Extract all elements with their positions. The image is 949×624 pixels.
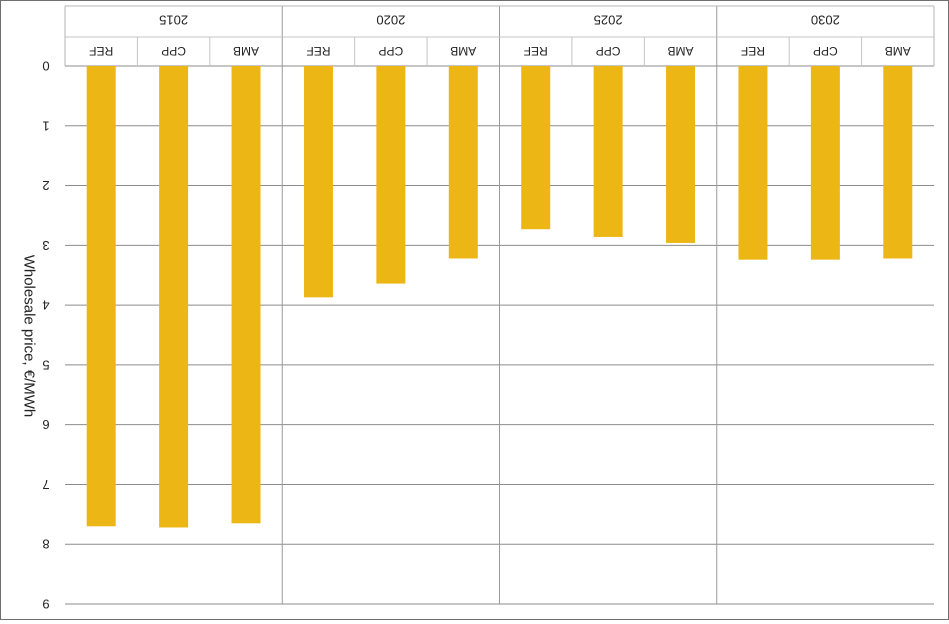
y-tick-label: 2: [42, 178, 49, 193]
bar: [303, 66, 333, 298]
group-label: 2020: [376, 13, 405, 28]
bar: [666, 66, 696, 243]
category-label: REF: [524, 44, 548, 58]
bars: [86, 66, 913, 528]
bar: [86, 66, 116, 527]
y-tick-label: 1: [42, 118, 49, 133]
category-label: AMB: [668, 44, 694, 58]
category-label: REF: [741, 44, 765, 58]
category-label: CPP: [379, 44, 404, 58]
category-label: CPP: [161, 44, 186, 58]
y-axis-title: Wholesale price, €/MWh: [21, 255, 38, 418]
y-tick-label: 3: [42, 238, 49, 253]
category-label: CPP: [596, 44, 621, 58]
group-label: 2015: [159, 13, 188, 28]
y-tick-label: 9: [42, 597, 49, 612]
y-tick-label: 7: [42, 477, 49, 492]
group-label: 2025: [594, 13, 623, 28]
group-label: 2030: [811, 13, 840, 28]
y-tick-label: 0: [42, 59, 49, 74]
category-header: 2015 REF CPP AMB 2020 REF CPP AMB 2025 REF CPP AMB 2…: [64, 5, 935, 66]
bar: [376, 66, 406, 284]
bar: [738, 66, 768, 260]
category-label: AMB: [885, 44, 911, 58]
category-label: AMB: [450, 44, 476, 58]
bar: [593, 66, 623, 237]
bar: [810, 66, 840, 260]
category-label: REF: [89, 44, 113, 58]
bar: [448, 66, 478, 259]
gridlines: [65, 6, 934, 605]
bar: [231, 66, 261, 524]
y-axis: 0 1 2 3 4 5 6 7 8 9: [42, 59, 49, 612]
bar: [521, 66, 551, 230]
category-label: CPP: [813, 44, 838, 58]
y-tick-label: 4: [42, 298, 49, 313]
bar: [159, 66, 189, 528]
bar: [883, 66, 913, 259]
y-tick-label: 5: [42, 357, 49, 372]
y-tick-label: 8: [42, 537, 49, 552]
y-tick-label: 6: [42, 417, 49, 432]
category-label: AMB: [233, 44, 259, 58]
category-label: REF: [306, 44, 330, 58]
